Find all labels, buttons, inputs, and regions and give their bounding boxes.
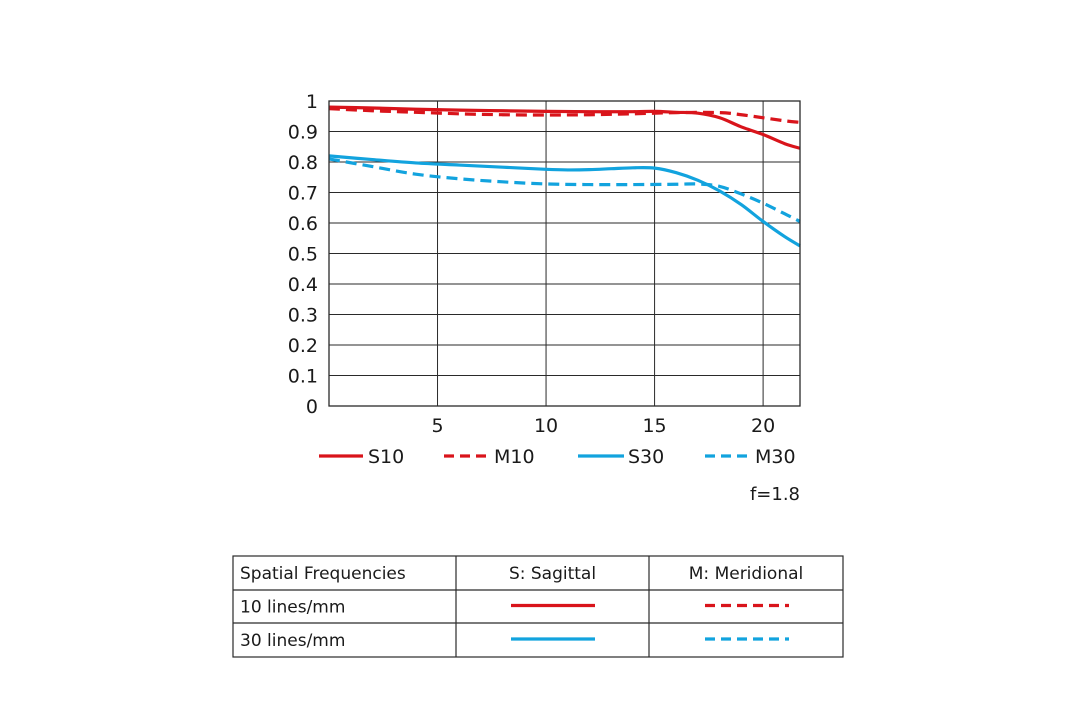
y-tick-label: 0.1 (288, 366, 318, 388)
y-tick-label: 0.2 (288, 335, 318, 357)
y-tick-label: 1 (306, 91, 318, 113)
table-header-cell: S: Sagittal (509, 564, 596, 584)
legend-label-m10: M10 (494, 446, 535, 468)
legend: S10 M10 S30 M30 (319, 446, 796, 468)
table-row-label: 10 lines/mm (240, 598, 345, 618)
series-line-s30 (328, 154, 801, 248)
x-tick-label: 20 (751, 415, 775, 437)
aperture-annotation: f=1.8 (750, 484, 800, 505)
plot-frame (328, 100, 801, 407)
table-row-label: 30 lines/mm (240, 631, 345, 651)
table-border (232, 555, 844, 658)
y-tick-label: 0.7 (288, 183, 318, 205)
legend-label-s30: S30 (628, 446, 664, 468)
series-lines (328, 105, 801, 248)
series-line-m30 (328, 157, 801, 223)
x-tick-label: 15 (642, 415, 666, 437)
y-tick-label: 0.9 (288, 122, 318, 144)
spatial-frequency-table: Spatial Frequencies S: Sagittal M: Meridio… (232, 555, 844, 658)
y-tick-label: 0.4 (288, 274, 318, 296)
y-tick-label: 0 (306, 396, 318, 418)
x-tick-label: 5 (431, 415, 443, 437)
y-tick-label: 0.8 (288, 152, 318, 174)
x-tick-label: 10 (534, 415, 558, 437)
table-header-cell: Spatial Frequencies (240, 564, 406, 584)
axes: 00.10.20.30.40.50.60.70.80.915 10 15 20 (288, 91, 801, 437)
y-tick-label: 0.5 (288, 244, 318, 266)
series-line-s10 (328, 105, 801, 150)
legend-label-s10: S10 (368, 446, 404, 468)
table-header-cell: M: Meridional (689, 564, 803, 584)
y-tick-label: 0.6 (288, 213, 318, 235)
y-tick-label: 0.3 (288, 305, 318, 327)
legend-label-m30: M30 (755, 446, 796, 468)
series-line-m10 (328, 107, 801, 124)
grid (329, 100, 800, 407)
